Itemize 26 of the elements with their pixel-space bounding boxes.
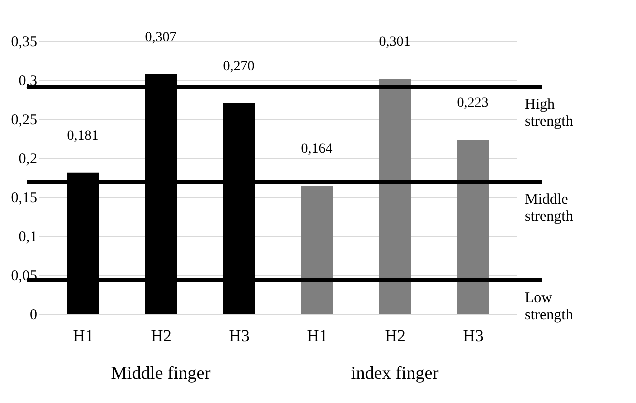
ref-line-label: Low strength [525, 290, 574, 324]
bar [301, 186, 333, 314]
x-tick-label: H2 [151, 326, 172, 346]
y-tick-label: 0,2 [18, 152, 38, 168]
y-tick-label: 0,35 [11, 34, 38, 50]
bar [379, 79, 411, 314]
data-label: 0,181 [67, 128, 99, 144]
x-tick-label: H2 [385, 326, 406, 346]
text: index finger [351, 363, 439, 383]
x-tick-label: H3 [463, 326, 484, 346]
data-label: 0,223 [457, 96, 489, 112]
y-tick-label: 0 [30, 308, 38, 324]
data-label: 0,301 [379, 35, 411, 50]
x-tick-label: H1 [73, 326, 94, 346]
ref-line-label: High strength [525, 97, 574, 130]
ref-line-label: Middle strength [525, 192, 574, 226]
y-tick-label: 0,1 [18, 230, 38, 246]
data-label: 0,307 [145, 30, 177, 46]
y-tick-label: 0,15 [11, 190, 38, 206]
x-tick-label: H3 [229, 326, 250, 346]
y-tick-label: 0,25 [11, 112, 38, 128]
bar [457, 140, 489, 314]
x-tick-label: H1 [307, 326, 328, 346]
data-label: 0,164 [301, 142, 333, 158]
data-label: 0,270 [223, 59, 255, 74]
text: Middle finger [111, 363, 211, 383]
